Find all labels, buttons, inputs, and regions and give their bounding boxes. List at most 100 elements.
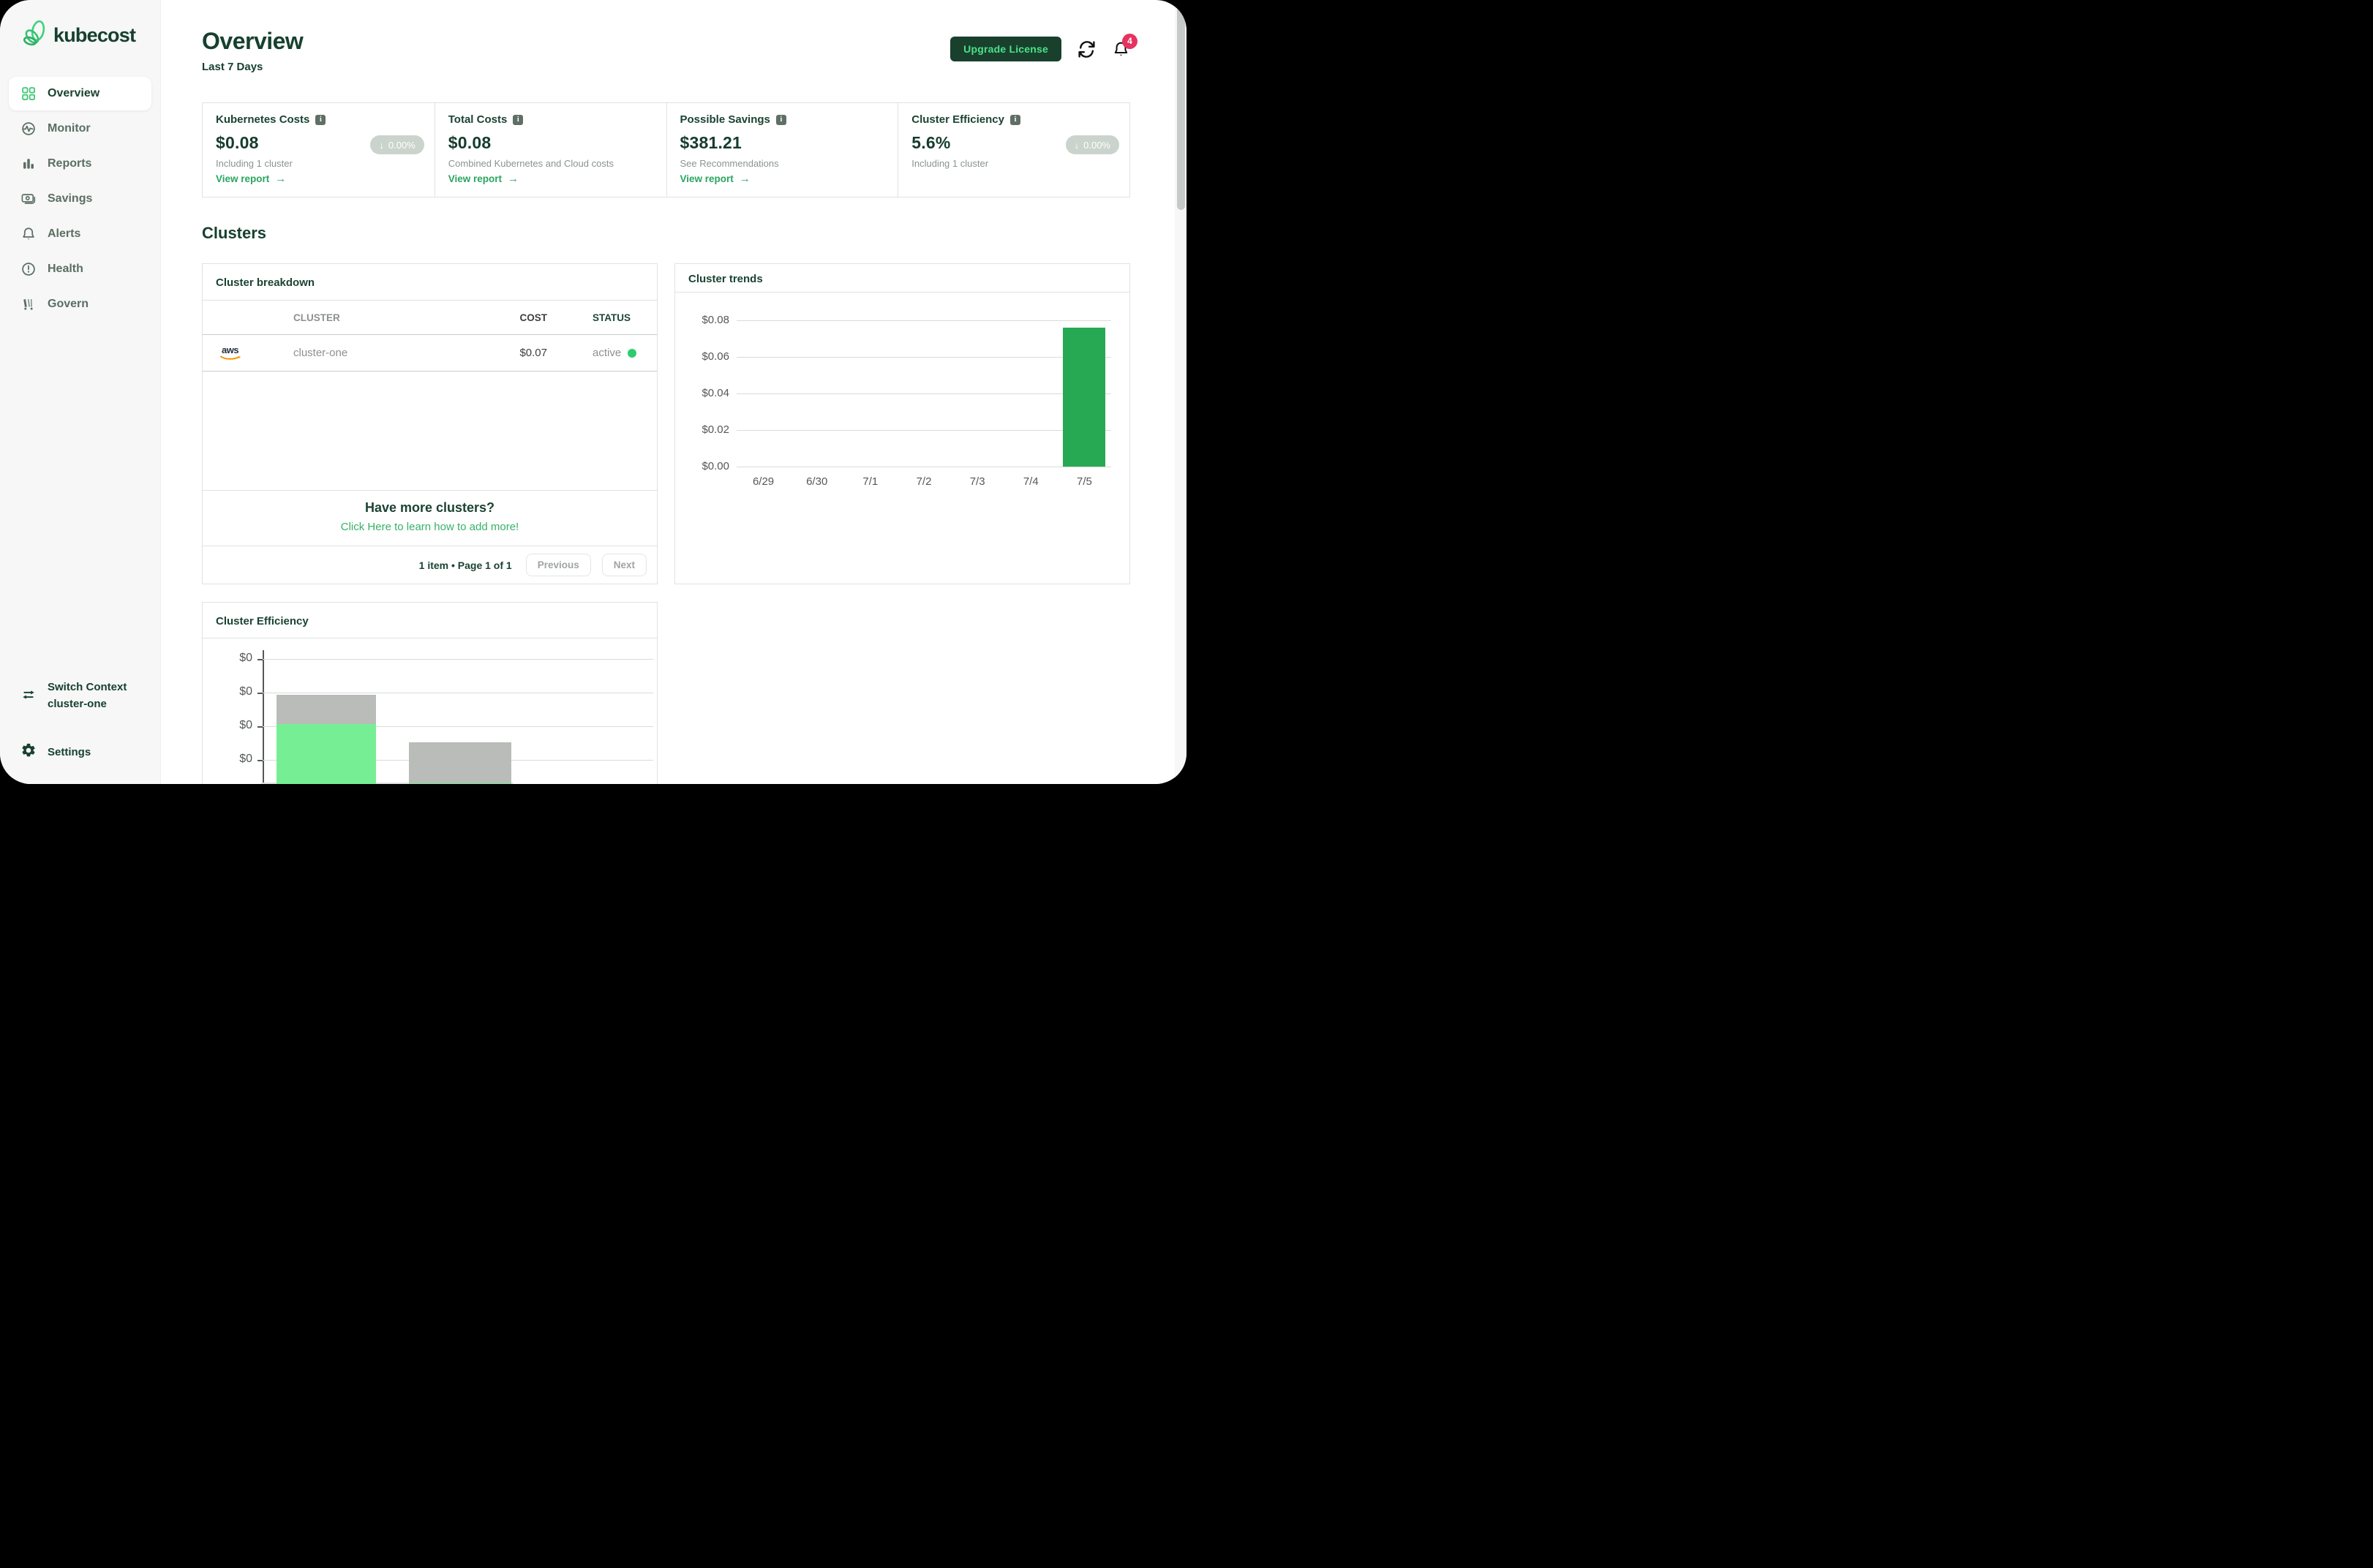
- previous-page-button[interactable]: Previous: [525, 554, 591, 576]
- app-window: kubecost Overview Monitor Reports Savings Al…: [0, 0, 1186, 784]
- status-label: active: [593, 347, 622, 359]
- y-axis-tick-label: $0.06: [702, 350, 729, 363]
- page-title: Overview: [202, 28, 304, 54]
- sidebar-item-label: Reports: [48, 157, 92, 170]
- stat-card-subtitle: Combined Kubernetes and Cloud costs: [448, 158, 614, 169]
- change-badge: ↓ 0.00%: [370, 135, 424, 154]
- kubecost-leaf-icon: [22, 19, 47, 52]
- notifications-button[interactable]: 4: [1112, 33, 1137, 59]
- switch-arrows-icon: [20, 687, 37, 706]
- sidebar-nav: Overview Monitor Reports Savings Alerts Healt…: [9, 77, 151, 321]
- info-icon[interactable]: i: [775, 114, 786, 125]
- stat-card-subtitle: Including 1 cluster: [216, 158, 293, 169]
- change-badge-value: 0.00%: [388, 139, 415, 151]
- bell-icon: [20, 226, 37, 242]
- stat-cards-row: Kubernetes Costs i $0.08 ↓ 0.00% Including 1 …: [202, 102, 1130, 197]
- money-icon: [20, 191, 37, 207]
- stat-card-title: Possible Savings: [680, 113, 770, 126]
- view-report-link[interactable]: View report: [680, 173, 734, 184]
- sidebar-item-overview[interactable]: Overview: [9, 77, 151, 110]
- sidebar-item-savings[interactable]: Savings: [9, 182, 151, 216]
- sidebar-item-label: Overview: [48, 87, 100, 99]
- efficiency-bar-idle[interactable]: [277, 695, 376, 724]
- column-header-cluster[interactable]: CLUSTER: [293, 312, 340, 323]
- kubecost-logo[interactable]: kubecost: [9, 19, 151, 52]
- y-axis-tick-label: $0: [239, 753, 252, 765]
- column-header-cost[interactable]: COST: [519, 312, 547, 323]
- efficiency-bar-idle[interactable]: [409, 742, 511, 784]
- info-icon[interactable]: i: [1009, 114, 1020, 125]
- kubecost-logo-text: kubecost: [53, 24, 136, 46]
- y-axis-tick-label: $0: [239, 652, 252, 664]
- sidebar-item-label: Savings: [48, 192, 93, 205]
- y-axis-tick-label: $0: [239, 685, 252, 698]
- view-report-link[interactable]: View report: [216, 173, 270, 184]
- change-badge-value: 0.00%: [1083, 139, 1110, 151]
- x-axis-tick-label: 6/29: [752, 475, 775, 488]
- more-clusters-heading: Have more clusters?: [364, 500, 495, 515]
- next-page-button[interactable]: Next: [601, 554, 647, 576]
- table-row[interactable]: aws cluster-one $0.07 active: [203, 335, 657, 372]
- add-clusters-link[interactable]: Click Here to learn how to add more!: [340, 521, 519, 533]
- sidebar: kubecost Overview Monitor Reports Savings Al…: [0, 0, 161, 784]
- info-icon[interactable]: i: [315, 114, 326, 125]
- stat-card-subtitle: See Recommendations: [680, 158, 779, 169]
- view-report-link[interactable]: View report: [448, 173, 503, 184]
- stat-card-possible-savings: Possible Savings i $381.21 See Recommendati…: [666, 103, 898, 197]
- gear-icon: [20, 742, 37, 762]
- sidebar-item-settings[interactable]: Settings: [20, 742, 151, 762]
- cluster-name-cell[interactable]: cluster-one: [293, 347, 348, 359]
- current-context-label: cluster-one: [48, 698, 107, 710]
- sidebar-item-alerts[interactable]: Alerts: [9, 217, 151, 251]
- pagination-bar: 1 item • Page 1 of 1 Previous Next: [203, 546, 657, 584]
- y-axis-tick-label: $0.00: [702, 460, 729, 472]
- cluster-status-cell: active: [547, 347, 657, 359]
- sidebar-item-label: Alerts: [48, 227, 81, 240]
- sidebar-item-monitor[interactable]: Monitor: [9, 112, 151, 146]
- gridline: [263, 726, 653, 727]
- efficiency-bar-used[interactable]: [277, 723, 376, 784]
- trend-bar[interactable]: [1063, 328, 1106, 467]
- scrollbar-track[interactable]: [1175, 0, 1186, 784]
- table-header-row: CLUSTER COST STATUS: [203, 301, 657, 335]
- sidebar-item-govern[interactable]: Govern: [9, 287, 151, 321]
- y-axis-tick: [257, 726, 263, 728]
- y-axis-tick: [257, 659, 263, 660]
- sidebar-bottom: Switch Context cluster-one Settings: [9, 681, 151, 762]
- stat-card-cluster-efficiency: Cluster Efficiency i 5.6% ↓ 0.00% Including 1…: [898, 103, 1129, 197]
- stat-card-title: Kubernetes Costs: [216, 113, 310, 126]
- arrow-down-icon: ↓: [379, 139, 384, 151]
- upgrade-license-button[interactable]: Upgrade License: [950, 37, 1061, 61]
- sidebar-item-health[interactable]: Health: [9, 252, 151, 286]
- info-icon[interactable]: i: [513, 114, 524, 125]
- column-header-status[interactable]: STATUS: [593, 312, 631, 323]
- y-axis-tick-label: $0: [239, 719, 252, 731]
- refresh-icon[interactable]: [1078, 40, 1096, 59]
- topbar: Overview Last 7 Days Upgrade License: [202, 28, 1137, 73]
- stat-card-value: $381.21: [680, 133, 742, 152]
- svg-text:aws: aws: [222, 344, 238, 355]
- cluster-trends-card: Cluster trends $0.08 $0.06 $0.04 $0.02 $0.00…: [674, 263, 1130, 584]
- bar-chart-icon: [20, 156, 37, 172]
- x-axis-tick-label: 7/5: [1076, 475, 1092, 488]
- x-axis-tick-label: 7/3: [969, 475, 985, 488]
- y-axis-tick-label: $0.02: [702, 423, 729, 436]
- x-axis-tick-label: 6/30: [806, 475, 828, 488]
- arrow-right-icon: →: [508, 172, 519, 185]
- stat-card-title: Total Costs: [448, 113, 508, 126]
- notification-badge: 4: [1122, 33, 1137, 49]
- arrow-right-icon: →: [739, 172, 751, 185]
- sidebar-item-label: Monitor: [48, 122, 91, 135]
- sidebar-item-reports[interactable]: Reports: [9, 147, 151, 181]
- pagination-label: 1 item • Page 1 of 1: [418, 559, 512, 571]
- grid-icon: [20, 86, 37, 102]
- aws-logo: aws: [203, 344, 258, 363]
- switch-context-button[interactable]: Switch Context cluster-one: [20, 681, 151, 710]
- status-dot: [628, 348, 637, 358]
- efficiency-bar-used[interactable]: [409, 783, 511, 784]
- switch-context-label: Switch Context: [48, 681, 127, 693]
- y-axis-tick-label: $0.04: [702, 387, 729, 399]
- scrollbar-thumb[interactable]: [1176, 4, 1185, 210]
- settings-label: Settings: [48, 746, 91, 758]
- sidebar-item-label: Health: [48, 263, 83, 275]
